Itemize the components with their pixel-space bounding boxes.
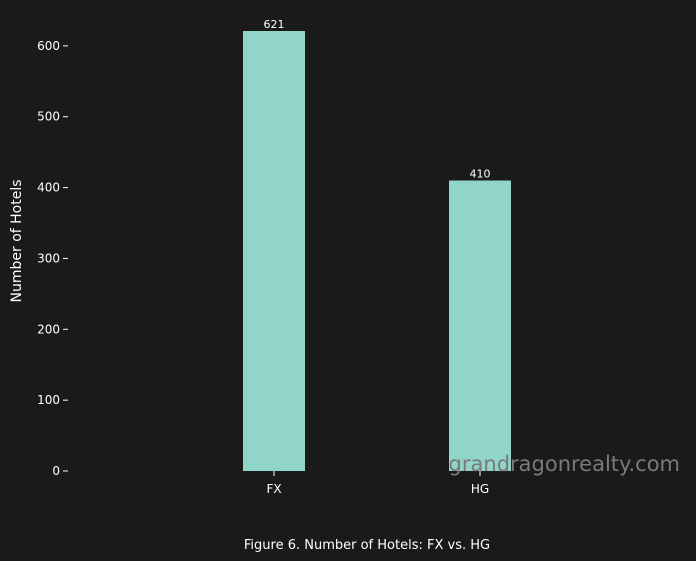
bar-fx — [243, 31, 305, 471]
y-tick-label: 400 — [37, 181, 60, 195]
bar-value-label: 410 — [470, 168, 491, 181]
watermark: grandragonrealty.com — [449, 452, 680, 476]
bar-value-labels: 621 410 — [264, 18, 491, 181]
x-tick-label: FX — [266, 482, 281, 496]
y-tick-label: 300 — [37, 251, 60, 265]
bar-value-label: 621 — [264, 18, 285, 31]
y-tick-label: 100 — [37, 393, 60, 407]
bar-hg — [449, 180, 511, 472]
y-tick-label: 600 — [37, 39, 60, 53]
y-tick-label: 500 — [37, 110, 60, 124]
y-axis-title: Number of Hotels — [9, 179, 25, 302]
y-tick-label: 0 — [52, 464, 60, 478]
x-axis: FX HG — [266, 471, 489, 496]
figure-caption: Figure 6. Number of Hotels: FX vs. HG — [244, 538, 490, 553]
y-tick-label: 200 — [37, 322, 60, 336]
y-axis: 0 100 200 300 400 500 600 — [37, 39, 68, 478]
bars — [243, 31, 511, 472]
x-tick-label: HG — [471, 482, 489, 496]
